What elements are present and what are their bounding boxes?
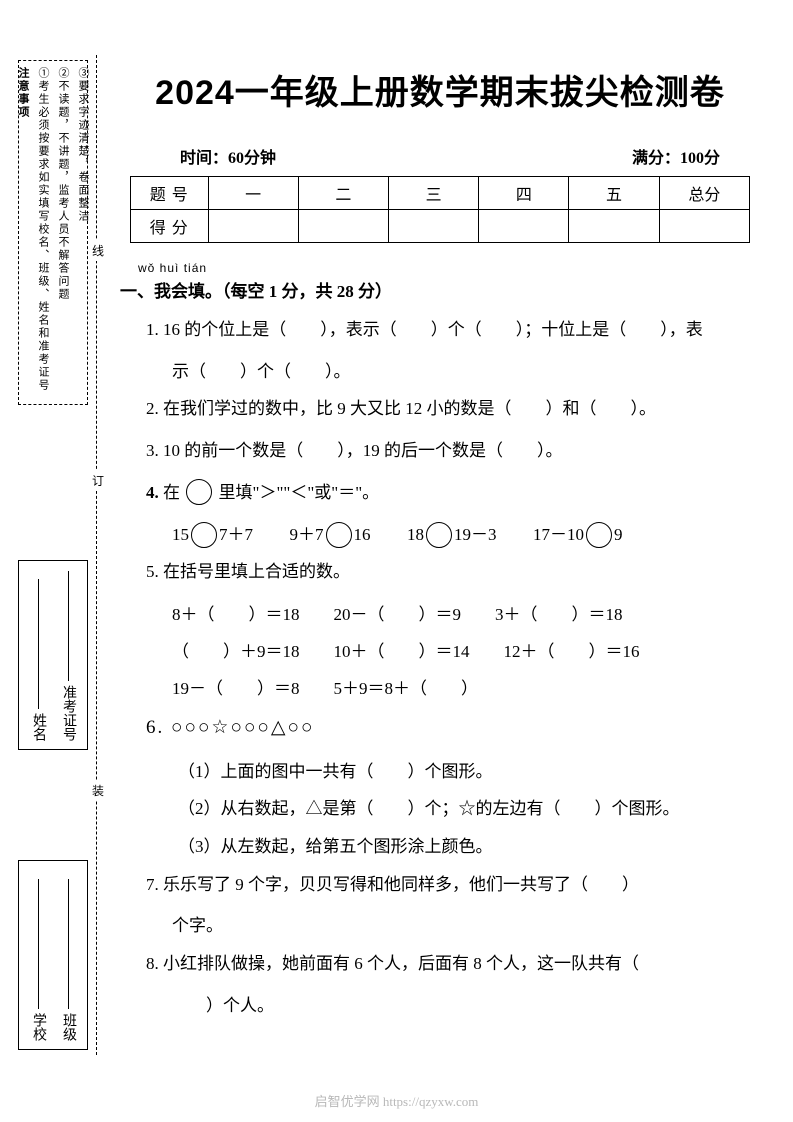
exam-page: 线 订 装 注意事项 ①考生必须按要求如实填写校名、班级、姓名和准考证号 ②不读… — [0, 0, 793, 1122]
q8-line2: ）个人。 — [172, 988, 760, 1024]
question-4: 4. 在 里填"＞""＜"或"＝"。 — [146, 475, 760, 511]
q6-sub1: （1）上面的图中一共有（ ）个图形。 — [178, 754, 760, 790]
question-2: 2. 在我们学过的数中，比 9 大又比 12 小的数是（ ）和（ ）。 — [146, 391, 760, 427]
q1-line2: 示（ ）个（ ）。 — [172, 354, 760, 390]
expr-b1: 9＋7 — [290, 525, 324, 544]
expr-c1: 18 — [407, 525, 424, 544]
notice-line-3: ③要求字迹清楚，卷面整洁 — [75, 67, 91, 398]
section-1-head: 一、我会填。（每空 1 分，共 28 分） — [120, 277, 760, 302]
q4-expressions: 15 7＋7 9＋7 16 18 19－3 17－10 9 — [172, 516, 760, 553]
main-content: 2024一年级上册数学期末拔尖检测卷 时间：60分钟 满分：100分 题号 一 … — [120, 55, 760, 1025]
circle-blank-icon — [326, 522, 352, 548]
time-value: 60分钟 — [228, 150, 276, 167]
header-label: 题号 — [131, 177, 209, 210]
notice-head: 注意事项 — [15, 67, 31, 398]
q7-line2: 个字。 — [172, 908, 760, 944]
notice-box: 注意事项 ①考生必须按要求如实填写校名、班级、姓名和准考证号 ②不读题，不讲题，… — [18, 60, 88, 405]
expr-a2: 7＋7 — [219, 525, 253, 544]
fullscore-label: 满分： — [632, 150, 680, 167]
score-cell — [298, 210, 388, 243]
score-cell — [659, 210, 749, 243]
q5-row2: （ ）＋9＝18 10＋（ ）＝14 12＋（ ）＝16 — [172, 633, 760, 670]
col-1: 一 — [208, 177, 298, 210]
score-cell — [569, 210, 659, 243]
name-underline — [38, 579, 39, 709]
col-total: 总分 — [659, 177, 749, 210]
section-pinyin: wǒ huì tián — [138, 261, 760, 275]
question-3: 3. 10 的前一个数是（ ），19 的后一个数是（ ）。 — [146, 433, 760, 469]
q1-line1: 1. 16 的个位上是（ ），表示（ ）个（ ）；十位上是（ ），表 — [146, 320, 703, 339]
time-label: 时间： — [180, 150, 228, 167]
examno-label: 准考证号 — [58, 685, 78, 741]
examno-underline — [68, 571, 69, 681]
circle-blank-icon — [586, 522, 612, 548]
class-underline — [68, 879, 69, 1009]
meta-row: 时间：60分钟 满分：100分 — [120, 144, 760, 176]
expr-d1: 17－10 — [533, 525, 584, 544]
binding-margin: 线 订 装 注意事项 ①考生必须按要求如实填写校名、班级、姓名和准考证号 ②不读… — [0, 0, 108, 1060]
question-5: 5. 在括号里填上合适的数。 — [146, 554, 760, 590]
fullscore-value: 100分 — [680, 150, 720, 167]
name-box: 姓名 准考证号 — [18, 560, 88, 750]
fullscore-info: 满分：100分 — [632, 144, 720, 168]
circle-blank-icon — [426, 522, 452, 548]
school-label: 学校 — [28, 1013, 48, 1041]
score-label: 得分 — [131, 210, 209, 243]
binding-dashed-line — [96, 55, 97, 1055]
table-row: 题号 一 二 三 四 五 总分 — [131, 177, 750, 210]
score-table: 题号 一 二 三 四 五 总分 得分 — [130, 176, 750, 243]
col-2: 二 — [298, 177, 388, 210]
col-5: 五 — [569, 177, 659, 210]
q5-row3: 19－（ ）＝8 5＋9＝8＋（ ） — [172, 670, 760, 707]
exam-title: 2024一年级上册数学期末拔尖检测卷 — [120, 65, 760, 114]
score-cell — [208, 210, 298, 243]
expr-a1: 15 — [172, 525, 189, 544]
expr-c2: 19－3 — [454, 525, 497, 544]
school-box: 学校 班级 — [18, 860, 88, 1050]
score-cell — [479, 210, 569, 243]
name-label: 姓名 — [28, 713, 48, 741]
margin-char-zhuang: 装 — [92, 780, 104, 801]
expr-d2: 9 — [614, 525, 623, 544]
notice-line-2: ②不读题，不讲题，监考人员不解答问题 — [55, 67, 71, 398]
circle-blank-icon — [186, 479, 212, 505]
score-cell — [388, 210, 478, 243]
footer-watermark: 启智优学网 https://qzyxw.com — [0, 1091, 793, 1110]
question-7: 7. 乐乐写了 9 个字，贝贝写得和他同样多，他们一共写了（ ） — [146, 867, 760, 903]
circle-blank-icon — [191, 522, 217, 548]
notice-line-1: ①考生必须按要求如实填写校名、班级、姓名和准考证号 — [35, 67, 51, 398]
school-underline — [38, 879, 39, 1009]
q5-row1: 8＋（ ）＝18 20－（ ）＝9 3＋（ ）＝18 — [172, 596, 760, 633]
margin-char-ding: 订 — [92, 470, 104, 491]
expr-b2: 16 — [354, 525, 371, 544]
col-4: 四 — [479, 177, 569, 210]
q6-sub3: （3）从左数起，给第五个图形涂上颜色。 — [178, 829, 760, 865]
question-6: 6. ○○○☆○○○△○○ — [146, 708, 760, 748]
col-3: 三 — [388, 177, 478, 210]
q6-sub2: （2）从右数起，△是第（ ）个；☆的左边有（ ）个图形。 — [178, 791, 760, 827]
time-info: 时间：60分钟 — [180, 144, 276, 168]
question-8: 8. 小红排队做操，她前面有 6 个人，后面有 8 个人，这一队共有（ — [146, 946, 760, 982]
class-label: 班级 — [58, 1013, 78, 1041]
question-1: 1. 16 的个位上是（ ），表示（ ）个（ ）；十位上是（ ），表 — [146, 312, 760, 348]
table-row: 得分 — [131, 210, 750, 243]
